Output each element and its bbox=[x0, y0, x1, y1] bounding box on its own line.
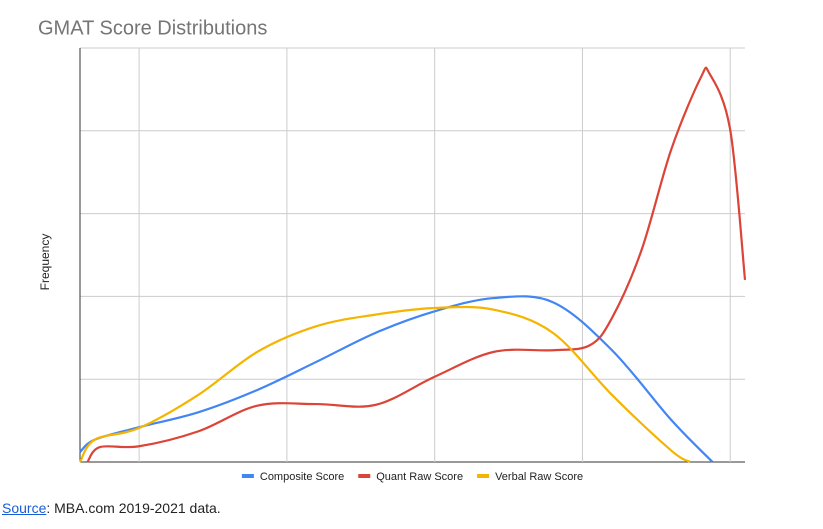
footer-text: : MBA.com 2019-2021 data. bbox=[46, 500, 221, 516]
chart-title: GMAT Score Distributions bbox=[38, 17, 267, 39]
footer: Source: MBA.com 2019-2021 data. bbox=[2, 500, 221, 516]
source-link[interactable]: Source bbox=[2, 500, 47, 516]
legend-swatch bbox=[241, 474, 254, 478]
legend-swatch bbox=[358, 474, 371, 478]
series-line bbox=[79, 305, 691, 463]
legend-label: Verbal Raw Score bbox=[495, 471, 583, 483]
legend-label: Composite Score bbox=[260, 471, 344, 483]
legend-swatch bbox=[477, 474, 490, 478]
chart: GMAT Score Distributions Frequency Compo… bbox=[38, 17, 747, 483]
y-axis-label: Frequency bbox=[38, 234, 52, 291]
series-line bbox=[86, 66, 747, 463]
legend-label: Quant Raw Score bbox=[376, 471, 463, 483]
